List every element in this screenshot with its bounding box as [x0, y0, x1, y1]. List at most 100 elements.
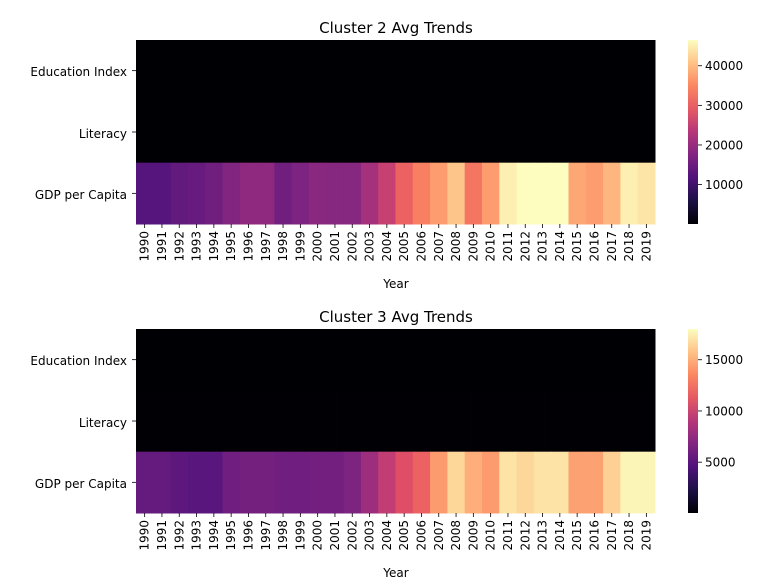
heatmap-cell: [170, 329, 189, 391]
heatmap-cell: [360, 40, 379, 102]
heatmap-cell: [239, 101, 258, 164]
heatmap-cell: [637, 162, 656, 225]
heatmap-cell: [412, 390, 431, 453]
heatmap-cell: [499, 390, 518, 453]
heatmap-cell: [568, 40, 587, 102]
heatmap-cell: [326, 162, 345, 225]
heatmap-cell: [326, 329, 345, 391]
heatmap-cell: [516, 451, 535, 514]
heatmap-cell: [309, 40, 327, 102]
heatmap-cell: [620, 101, 639, 164]
heatmap-cell: [343, 390, 362, 453]
heatmap-panel-1: Cluster 2 Avg Trends Education Index Lit…: [30, 19, 743, 291]
heatmap-cell: [222, 451, 241, 514]
x-tick-label: 2000: [311, 231, 325, 262]
heatmap-cell: [326, 101, 345, 164]
x-tick-label: 2011: [501, 231, 515, 262]
heatmap-cell: [153, 101, 172, 164]
heatmap-cell: [153, 390, 172, 453]
x-tick-label: 2003: [363, 520, 377, 551]
heatmap-cell: [153, 451, 172, 514]
heatmap-cell: [412, 329, 431, 391]
heatmap-cell: [222, 40, 241, 102]
heatmap-cell: [447, 40, 466, 102]
heatmap-cell: [499, 329, 518, 391]
heatmap-cell: [430, 390, 448, 453]
heatmap-cell: [620, 451, 639, 514]
heatmap-cell: [326, 40, 345, 102]
heatmap-cell: [360, 162, 379, 225]
colorbar-ticks: 5000 10000 15000: [698, 353, 743, 470]
heatmap-cells: [136, 329, 656, 514]
heatmap-cell: [464, 451, 483, 514]
heatmap-cell: [291, 101, 310, 164]
heatmap-cell: [205, 329, 223, 391]
heatmap-cell: [499, 451, 518, 514]
heatmap-cell: [205, 451, 223, 514]
heatmap-cell: [136, 329, 154, 391]
x-tick-label: 2007: [432, 231, 446, 262]
colorbar: [688, 40, 698, 224]
colorbar-tick-label: 10000: [705, 404, 743, 418]
heatmap-cell: [585, 390, 604, 453]
x-tick-label: 1991: [155, 520, 169, 551]
x-tick-label: 2002: [345, 520, 359, 551]
x-tick-label: 2013: [536, 231, 550, 262]
heatmap-cell: [274, 101, 293, 164]
x-tick-label: 2009: [466, 231, 480, 262]
x-tick-label: 2006: [414, 520, 428, 551]
heatmap-cell: [430, 101, 448, 164]
heatmap-cell: [136, 390, 154, 453]
heatmap-cell: [378, 40, 396, 102]
heatmap-cell: [603, 390, 621, 453]
heatmap-cell: [360, 101, 379, 164]
heatmap-cell: [603, 101, 621, 164]
x-tick-label: 2009: [466, 520, 480, 551]
heatmap-cell: [136, 162, 154, 225]
heatmap-cell: [516, 329, 535, 391]
heatmap-cell: [343, 101, 362, 164]
heatmap-cell: [533, 40, 552, 102]
x-tick-label: 2001: [328, 231, 342, 262]
heatmap-cell: [395, 162, 414, 225]
heatmap-cell: [533, 162, 552, 225]
x-tick-label: 1991: [155, 231, 169, 262]
heatmap-cell: [170, 390, 189, 453]
heatmap-cell: [551, 329, 569, 391]
heatmap-cell: [499, 162, 518, 225]
heatmap-cell: [482, 162, 500, 225]
heatmap-cell: [378, 329, 396, 391]
x-tick-label: 2015: [570, 231, 584, 262]
heatmap-cell: [291, 329, 310, 391]
heatmap-cell: [309, 101, 327, 164]
x-tick-label: 2016: [587, 231, 601, 262]
heatmap-cell: [637, 451, 656, 514]
heatmap-cell: [533, 329, 552, 391]
heatmap-cell: [222, 390, 241, 453]
heatmap-cell: [309, 329, 327, 391]
heatmap-cell: [187, 101, 206, 164]
x-tick-label: 1997: [259, 231, 273, 262]
heatmap-cell: [360, 390, 379, 453]
x-tick-label: 1997: [259, 520, 273, 551]
heatmap-cell: [291, 451, 310, 514]
heatmap-cell: [568, 390, 587, 453]
heatmap-cell: [430, 162, 448, 225]
heatmap-cell: [585, 451, 604, 514]
heatmap-cell: [378, 162, 396, 225]
row-label: Literacy: [79, 127, 127, 141]
heatmap-cell: [257, 40, 275, 102]
x-tick-label: 2017: [605, 231, 619, 262]
x-tick-labels: 1990 1991 1992 1993 1994 1995 1996 1997 1998 1999…: [138, 513, 653, 551]
x-tick-label: 2010: [484, 520, 498, 551]
heatmap-cell: [516, 162, 535, 225]
heatmap-cell: [482, 390, 500, 453]
heatmap-cell: [136, 40, 154, 102]
x-tick-label: 1992: [172, 231, 186, 262]
heatmap-cell: [378, 101, 396, 164]
x-tick-label: 2010: [484, 231, 498, 262]
heatmap-cell: [187, 329, 206, 391]
heatmap-cell: [239, 451, 258, 514]
x-tick-label: 1995: [224, 231, 238, 262]
heatmap-cell: [482, 329, 500, 391]
